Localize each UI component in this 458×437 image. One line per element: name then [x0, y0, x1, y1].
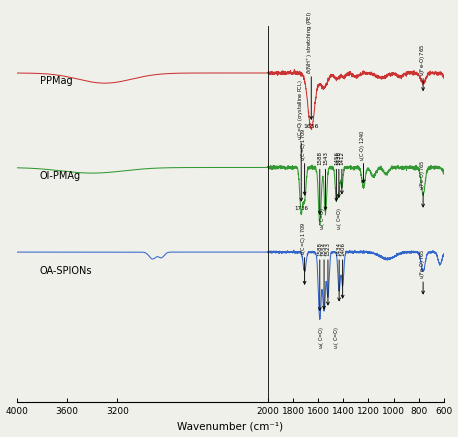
Text: $\nu_a$( C=O): $\nu_a$( C=O)	[317, 326, 327, 349]
Text: $\nu$(C=O) (crystalline PCL): $\nu$(C=O) (crystalline PCL)	[296, 80, 305, 140]
Text: 1588: 1588	[317, 151, 322, 165]
Text: $\nu$(Fe-O) 765: $\nu$(Fe-O) 765	[418, 43, 427, 76]
Text: $\nu$(C=C) 1709: $\nu$(C=C) 1709	[300, 222, 308, 255]
Text: 1434: 1434	[337, 242, 342, 256]
Text: 1736: 1736	[294, 206, 308, 211]
Text: $\nu_a$( C=O): $\nu_a$( C=O)	[318, 206, 327, 229]
Text: PPMag: PPMag	[39, 76, 72, 86]
Text: 1554: 1554	[322, 242, 327, 256]
Text: $\delta$(NH$^+$) stretching (PEI): $\delta$(NH$^+$) stretching (PEI)	[305, 10, 315, 74]
Text: $\nu_s$( C=O): $\nu_s$( C=O)	[332, 326, 341, 349]
Text: 1588: 1588	[317, 242, 322, 256]
Text: $\nu$(C=C) 1709: $\nu$(C=C) 1709	[300, 128, 309, 161]
Text: $\nu$(Fe-O) 765: $\nu$(Fe-O) 765	[418, 160, 427, 190]
Text: 1523: 1523	[326, 242, 331, 256]
Text: OA-SPIONs: OA-SPIONs	[39, 266, 92, 275]
Text: $\nu_s$( C=O): $\nu_s$( C=O)	[335, 207, 344, 229]
Text: 1543: 1543	[323, 151, 328, 165]
Text: 1456: 1456	[334, 151, 339, 165]
Text: 1406: 1406	[340, 242, 345, 256]
Text: $\nu$(C-O) 1240: $\nu$(C-O) 1240	[358, 129, 367, 161]
X-axis label: Wavenumber (cm⁻¹): Wavenumber (cm⁻¹)	[177, 421, 284, 431]
Text: $\nu$(Fe-O) 765: $\nu$(Fe-O) 765	[418, 249, 427, 279]
Text: 1412: 1412	[339, 151, 344, 165]
Text: 1436: 1436	[336, 151, 341, 165]
Text: Ol-PMAg: Ol-PMAg	[39, 171, 81, 181]
Text: 1656: 1656	[304, 124, 319, 129]
